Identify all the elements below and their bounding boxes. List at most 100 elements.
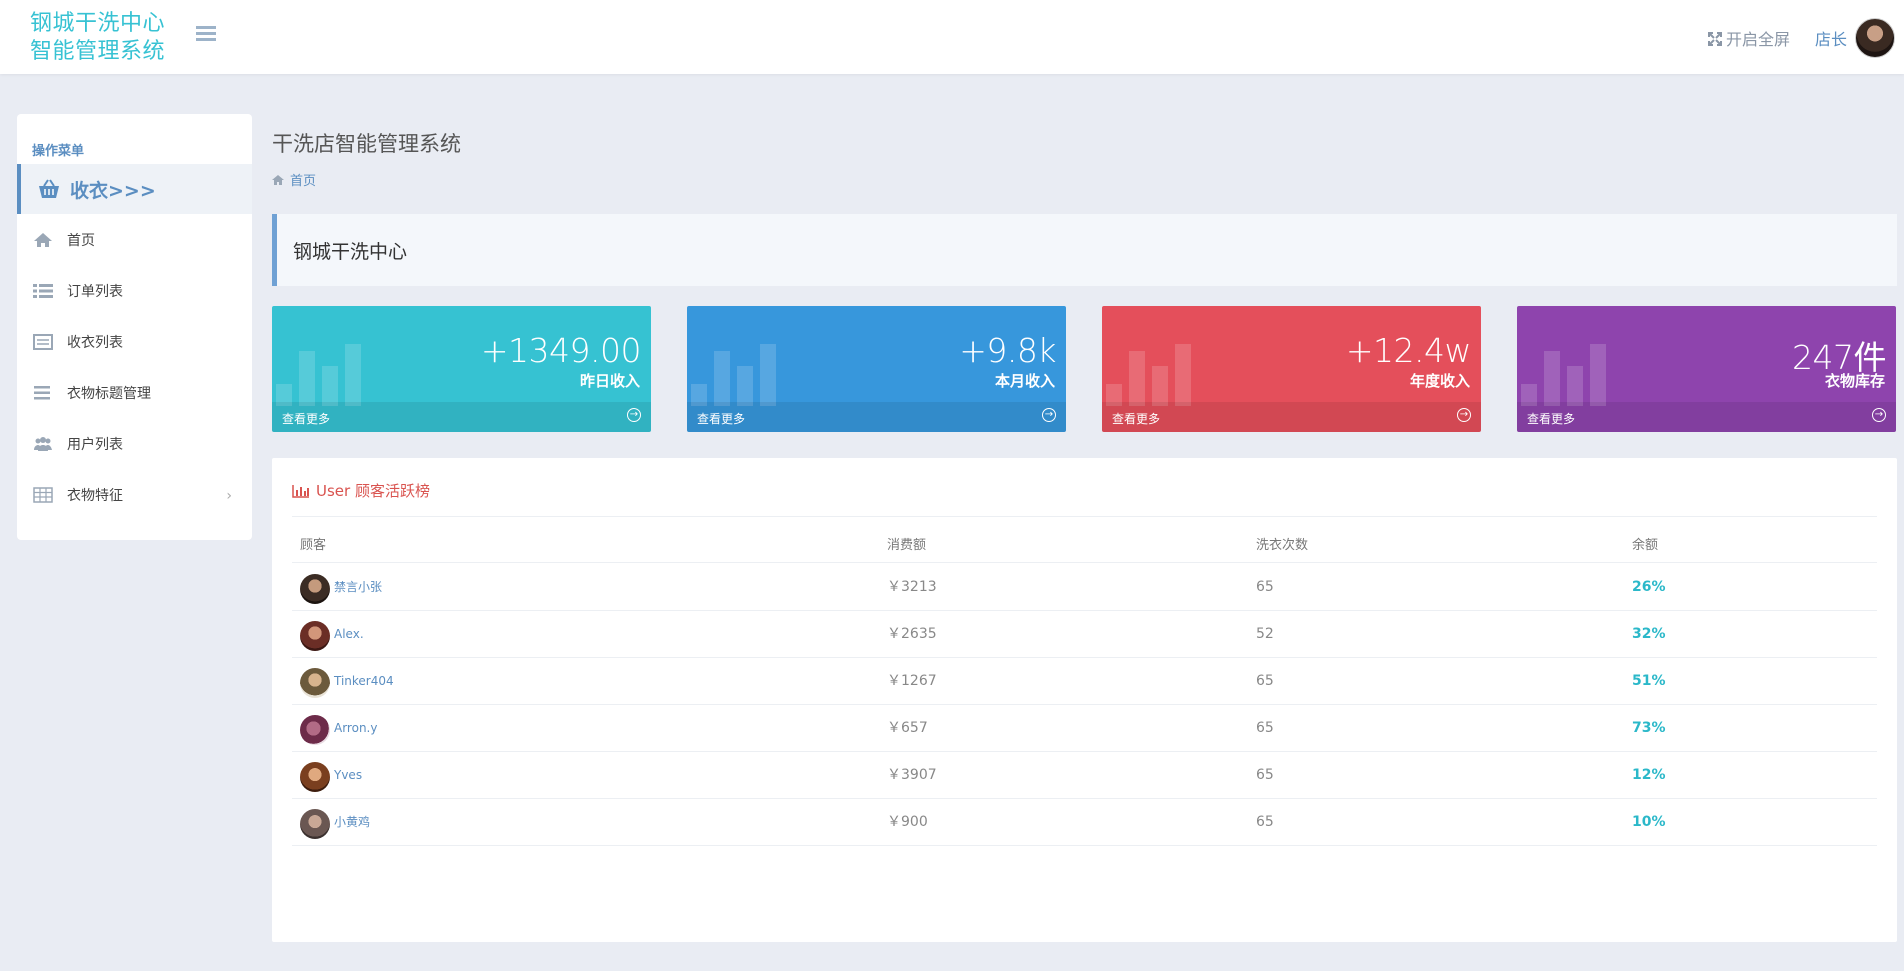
- customer-name[interactable]: Yves: [334, 768, 363, 782]
- customer-balance: 32%: [1632, 626, 1666, 642]
- table-row[interactable]: Arron.y ￥657 65 73%: [292, 705, 1877, 752]
- table-row[interactable]: Yves ￥3907 65 12%: [292, 752, 1877, 799]
- menu-lines-icon: [33, 385, 53, 401]
- customer-name[interactable]: 禁言小张: [334, 580, 383, 594]
- panel-title: User 顾客活跃榜: [292, 480, 430, 501]
- user-avatar[interactable]: [1855, 18, 1895, 58]
- notice-bar: 钢城干洗中心: [272, 214, 1897, 286]
- customer-times: 65: [1256, 814, 1274, 830]
- brand-line-1: 钢城干洗中心: [30, 11, 166, 36]
- customer-times: 65: [1256, 579, 1274, 595]
- customer-name[interactable]: Arron.y: [334, 721, 378, 735]
- fullscreen-label: 开启全屏: [1726, 30, 1791, 49]
- stat-label: 衣物库存: [1824, 372, 1885, 390]
- stat-label: 本月收入: [994, 372, 1055, 390]
- breadcrumb[interactable]: 首页: [272, 170, 316, 189]
- sidebar-title: 操作菜单: [32, 144, 85, 159]
- stat-value: +12.4w: [1345, 331, 1472, 370]
- customer-balance: 26%: [1632, 579, 1666, 595]
- home-icon: [33, 232, 53, 248]
- table-row[interactable]: Tinker404 ￥1267 65 51%: [292, 658, 1877, 705]
- column-header: 消费额: [887, 538, 927, 553]
- bar-chart-icon: [276, 336, 366, 406]
- view-more-label: 查看更多: [1112, 412, 1161, 426]
- fullscreen-button[interactable]: 开启全屏: [1708, 26, 1790, 50]
- customer-times: 52: [1256, 626, 1274, 642]
- customer-amount: ￥1267: [887, 673, 937, 689]
- customer-avatar: [300, 574, 330, 604]
- customer-ranking-panel: User 顾客活跃榜 顾客 消费额 洗衣次数 余额 禁言小张 ￥3213 65 …: [272, 458, 1897, 942]
- user-name-link[interactable]: 店长: [1815, 30, 1848, 49]
- customer-balance: 51%: [1632, 673, 1666, 689]
- sidebar-item-home[interactable]: 首页: [17, 220, 252, 260]
- view-more-link[interactable]: 查看更多 →: [687, 402, 1066, 432]
- view-more-link[interactable]: 查看更多 →: [1102, 402, 1481, 432]
- bar-chart-icon: [1521, 336, 1611, 406]
- divider: [292, 516, 1877, 517]
- sidebar-item-label: 首页: [67, 233, 95, 249]
- view-more-label: 查看更多: [282, 412, 331, 426]
- sidebar-item-label: 订单列表: [67, 284, 123, 300]
- stat-card-year-income: +12.4w 年度收入 查看更多 →: [1102, 306, 1481, 432]
- view-more-link[interactable]: 查看更多 →: [1517, 402, 1896, 432]
- arrow-right-circle-icon: →: [1042, 408, 1056, 422]
- bar-chart-icon: [292, 484, 309, 498]
- expand-icon: [1708, 31, 1722, 46]
- card-list-icon: [33, 334, 53, 350]
- panel-title-text: User 顾客活跃榜: [316, 482, 430, 500]
- sidebar-main-label: 收衣>>>: [70, 179, 156, 202]
- customer-times: 65: [1256, 720, 1274, 736]
- table-header: 顾客 消费额 洗衣次数 余额: [292, 528, 1877, 563]
- customer-times: 65: [1256, 767, 1274, 783]
- customer-amount: ￥657: [887, 720, 928, 736]
- column-header: 顾客: [300, 538, 327, 553]
- stat-label: 昨日收入: [579, 372, 640, 390]
- customer-amount: ￥3907: [887, 767, 937, 783]
- stat-value: +9.8k: [959, 331, 1056, 370]
- view-more-label: 查看更多: [1527, 412, 1576, 426]
- sidebar-item-label: 用户列表: [67, 437, 123, 453]
- list-icon: [33, 283, 53, 299]
- sidebar-item-orders[interactable]: 订单列表: [17, 271, 252, 311]
- sidebar-toggle-icon[interactable]: [196, 26, 216, 44]
- customer-amount: ￥2635: [887, 626, 937, 642]
- stat-value: 247件: [1792, 338, 1887, 377]
- customer-avatar: [300, 668, 330, 698]
- sidebar: 操作菜单 收衣>>> 首页 订单列表 收衣列表 衣物标题管理 用户列表 衣物特征…: [17, 114, 252, 540]
- column-header: 洗衣次数: [1256, 538, 1309, 553]
- view-more-link[interactable]: 查看更多 →: [272, 402, 651, 432]
- customer-amount: ￥900: [887, 814, 928, 830]
- customer-avatar: [300, 621, 330, 651]
- sidebar-item-label: 衣物标题管理: [67, 386, 151, 402]
- bar-chart-icon: [1106, 336, 1196, 406]
- customer-name[interactable]: 小黄鸡: [334, 815, 371, 829]
- table-row[interactable]: 小黄鸡 ￥900 65 10%: [292, 799, 1877, 846]
- page-title: 干洗店智能管理系统: [272, 132, 461, 156]
- stat-label: 年度收入: [1409, 372, 1470, 390]
- customer-avatar: [300, 715, 330, 745]
- customer-avatar: [300, 809, 330, 839]
- customer-balance: 73%: [1632, 720, 1666, 736]
- customer-amount: ￥3213: [887, 579, 937, 595]
- sidebar-item-title-management[interactable]: 衣物标题管理: [17, 373, 252, 413]
- stat-card-month-income: +9.8k 本月收入 查看更多 →: [687, 306, 1066, 432]
- customer-name[interactable]: Alex.: [334, 627, 364, 641]
- stat-value: +1349.00: [480, 331, 642, 370]
- arrow-right-circle-icon: →: [1872, 408, 1886, 422]
- sidebar-item-label: 衣物特征: [67, 488, 123, 504]
- customer-name[interactable]: Tinker404: [334, 674, 394, 688]
- customer-avatar: [300, 762, 330, 792]
- sidebar-item-clothes-features[interactable]: 衣物特征 ›: [17, 475, 252, 515]
- customer-balance: 10%: [1632, 814, 1666, 830]
- brand-logo-text[interactable]: 钢城干洗中心 智能管理系统: [30, 10, 165, 66]
- sidebar-item-receive-list[interactable]: 收衣列表: [17, 322, 252, 362]
- sidebar-item-receive-clothes[interactable]: 收衣>>>: [17, 164, 252, 214]
- table-row[interactable]: Alex. ￥2635 52 32%: [292, 611, 1877, 658]
- table-row[interactable]: 禁言小张 ￥3213 65 26%: [292, 564, 1877, 611]
- home-icon: [272, 174, 284, 185]
- customer-balance: 12%: [1632, 767, 1666, 783]
- brand-line-2: 智能管理系统: [30, 39, 166, 64]
- stat-card-yesterday-income: +1349.00 昨日收入 查看更多 →: [272, 306, 651, 432]
- table-icon: [33, 487, 53, 503]
- sidebar-item-users[interactable]: 用户列表: [17, 424, 252, 464]
